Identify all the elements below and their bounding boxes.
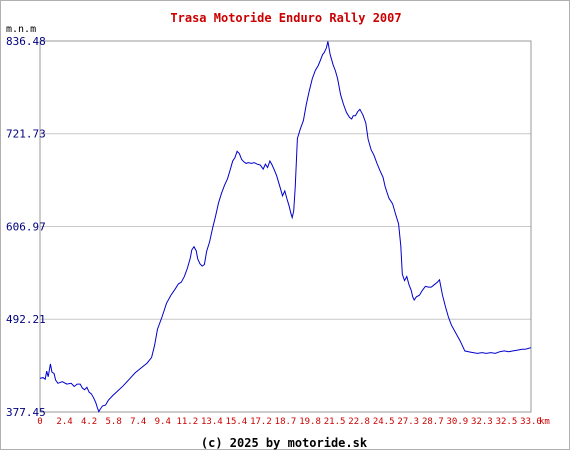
x-tick-label: 24.5 bbox=[373, 417, 395, 427]
x-tick-label: 11.2 bbox=[176, 417, 198, 427]
chart-title: Trasa Motoride Enduro Rally 2007 bbox=[170, 11, 401, 25]
y-tick-label: 606.97 bbox=[6, 220, 46, 233]
x-tick-label: 33.0 bbox=[520, 417, 542, 427]
x-tick-label: 7.4 bbox=[130, 417, 146, 427]
x-tick-label: 27.3 bbox=[397, 417, 419, 427]
y-tick-label: 492.21 bbox=[6, 313, 46, 326]
x-tick-label: 5.8 bbox=[106, 417, 122, 427]
x-tick-label: 17.2 bbox=[250, 417, 272, 427]
x-axis-unit: km bbox=[539, 417, 550, 427]
x-tick-label: 28.7 bbox=[422, 417, 444, 427]
x-tick-label: 21.5 bbox=[324, 417, 346, 427]
y-axis-unit: m.n.m bbox=[6, 24, 36, 35]
x-tick-label: 32.5 bbox=[496, 417, 518, 427]
y-tick-label: 836.48 bbox=[6, 35, 46, 48]
x-tick-label: 13.4 bbox=[201, 417, 223, 427]
elevation-line bbox=[39, 41, 532, 413]
x-tick-label: 4.2 bbox=[81, 417, 97, 427]
x-axis-ticks: 0 2.4 4.2 5.8 7.4 9.4 11.2 13.4 15.4 17.2 18.7 19.8… bbox=[37, 417, 542, 427]
x-tick-label: 15.4 bbox=[226, 417, 248, 427]
x-tick-label: 2.4 bbox=[56, 417, 72, 427]
x-tick-label: 19.8 bbox=[299, 417, 321, 427]
x-tick-label: 22.8 bbox=[348, 417, 370, 427]
x-tick-label: 18.7 bbox=[275, 417, 297, 427]
x-tick-label: 9.4 bbox=[155, 417, 171, 427]
y-axis-ticks: 377.45 492.21 606.97 721.73 836.48 bbox=[6, 35, 46, 419]
y-tick-label: 721.73 bbox=[6, 128, 46, 141]
copyright-footer: (c) 2025 by motoride.sk bbox=[201, 436, 368, 450]
plot-area bbox=[39, 40, 532, 413]
y-tick-label: 377.45 bbox=[6, 406, 46, 419]
x-tick-label: 30.9 bbox=[447, 417, 469, 427]
x-tick-label: 32.3 bbox=[471, 417, 493, 427]
grid-lines bbox=[40, 40, 531, 413]
x-tick-label: 0 bbox=[37, 417, 42, 427]
